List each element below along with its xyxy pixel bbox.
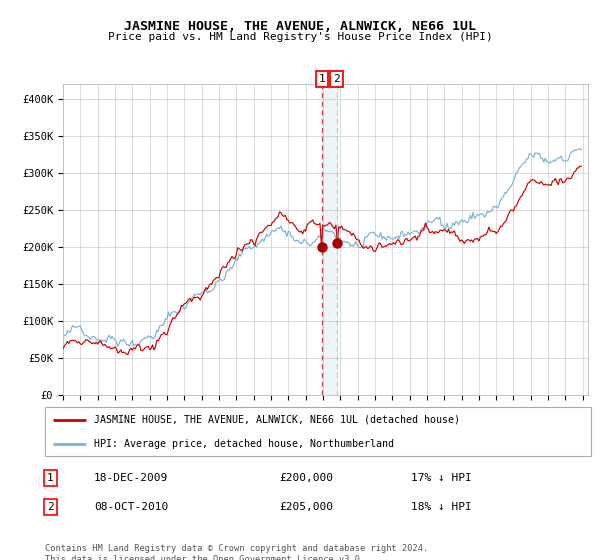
Text: Contains HM Land Registry data © Crown copyright and database right 2024.
This d: Contains HM Land Registry data © Crown c… — [45, 544, 428, 560]
Text: 2: 2 — [47, 502, 54, 512]
Text: JASMINE HOUSE, THE AVENUE, ALNWICK, NE66 1UL (detached house): JASMINE HOUSE, THE AVENUE, ALNWICK, NE66… — [94, 415, 460, 425]
Text: 1: 1 — [319, 74, 326, 84]
Text: £205,000: £205,000 — [280, 502, 334, 512]
Bar — [322, 84, 337, 395]
Text: 18% ↓ HPI: 18% ↓ HPI — [411, 502, 472, 512]
Text: 17% ↓ HPI: 17% ↓ HPI — [411, 473, 472, 483]
Text: Price paid vs. HM Land Registry's House Price Index (HPI): Price paid vs. HM Land Registry's House … — [107, 32, 493, 43]
Text: £200,000: £200,000 — [280, 473, 334, 483]
Text: 08-OCT-2010: 08-OCT-2010 — [94, 502, 169, 512]
Text: 1: 1 — [47, 473, 54, 483]
Text: JASMINE HOUSE, THE AVENUE, ALNWICK, NE66 1UL: JASMINE HOUSE, THE AVENUE, ALNWICK, NE66… — [124, 20, 476, 32]
Text: 2: 2 — [333, 74, 340, 84]
Text: HPI: Average price, detached house, Northumberland: HPI: Average price, detached house, Nort… — [94, 438, 394, 449]
Text: 18-DEC-2009: 18-DEC-2009 — [94, 473, 169, 483]
